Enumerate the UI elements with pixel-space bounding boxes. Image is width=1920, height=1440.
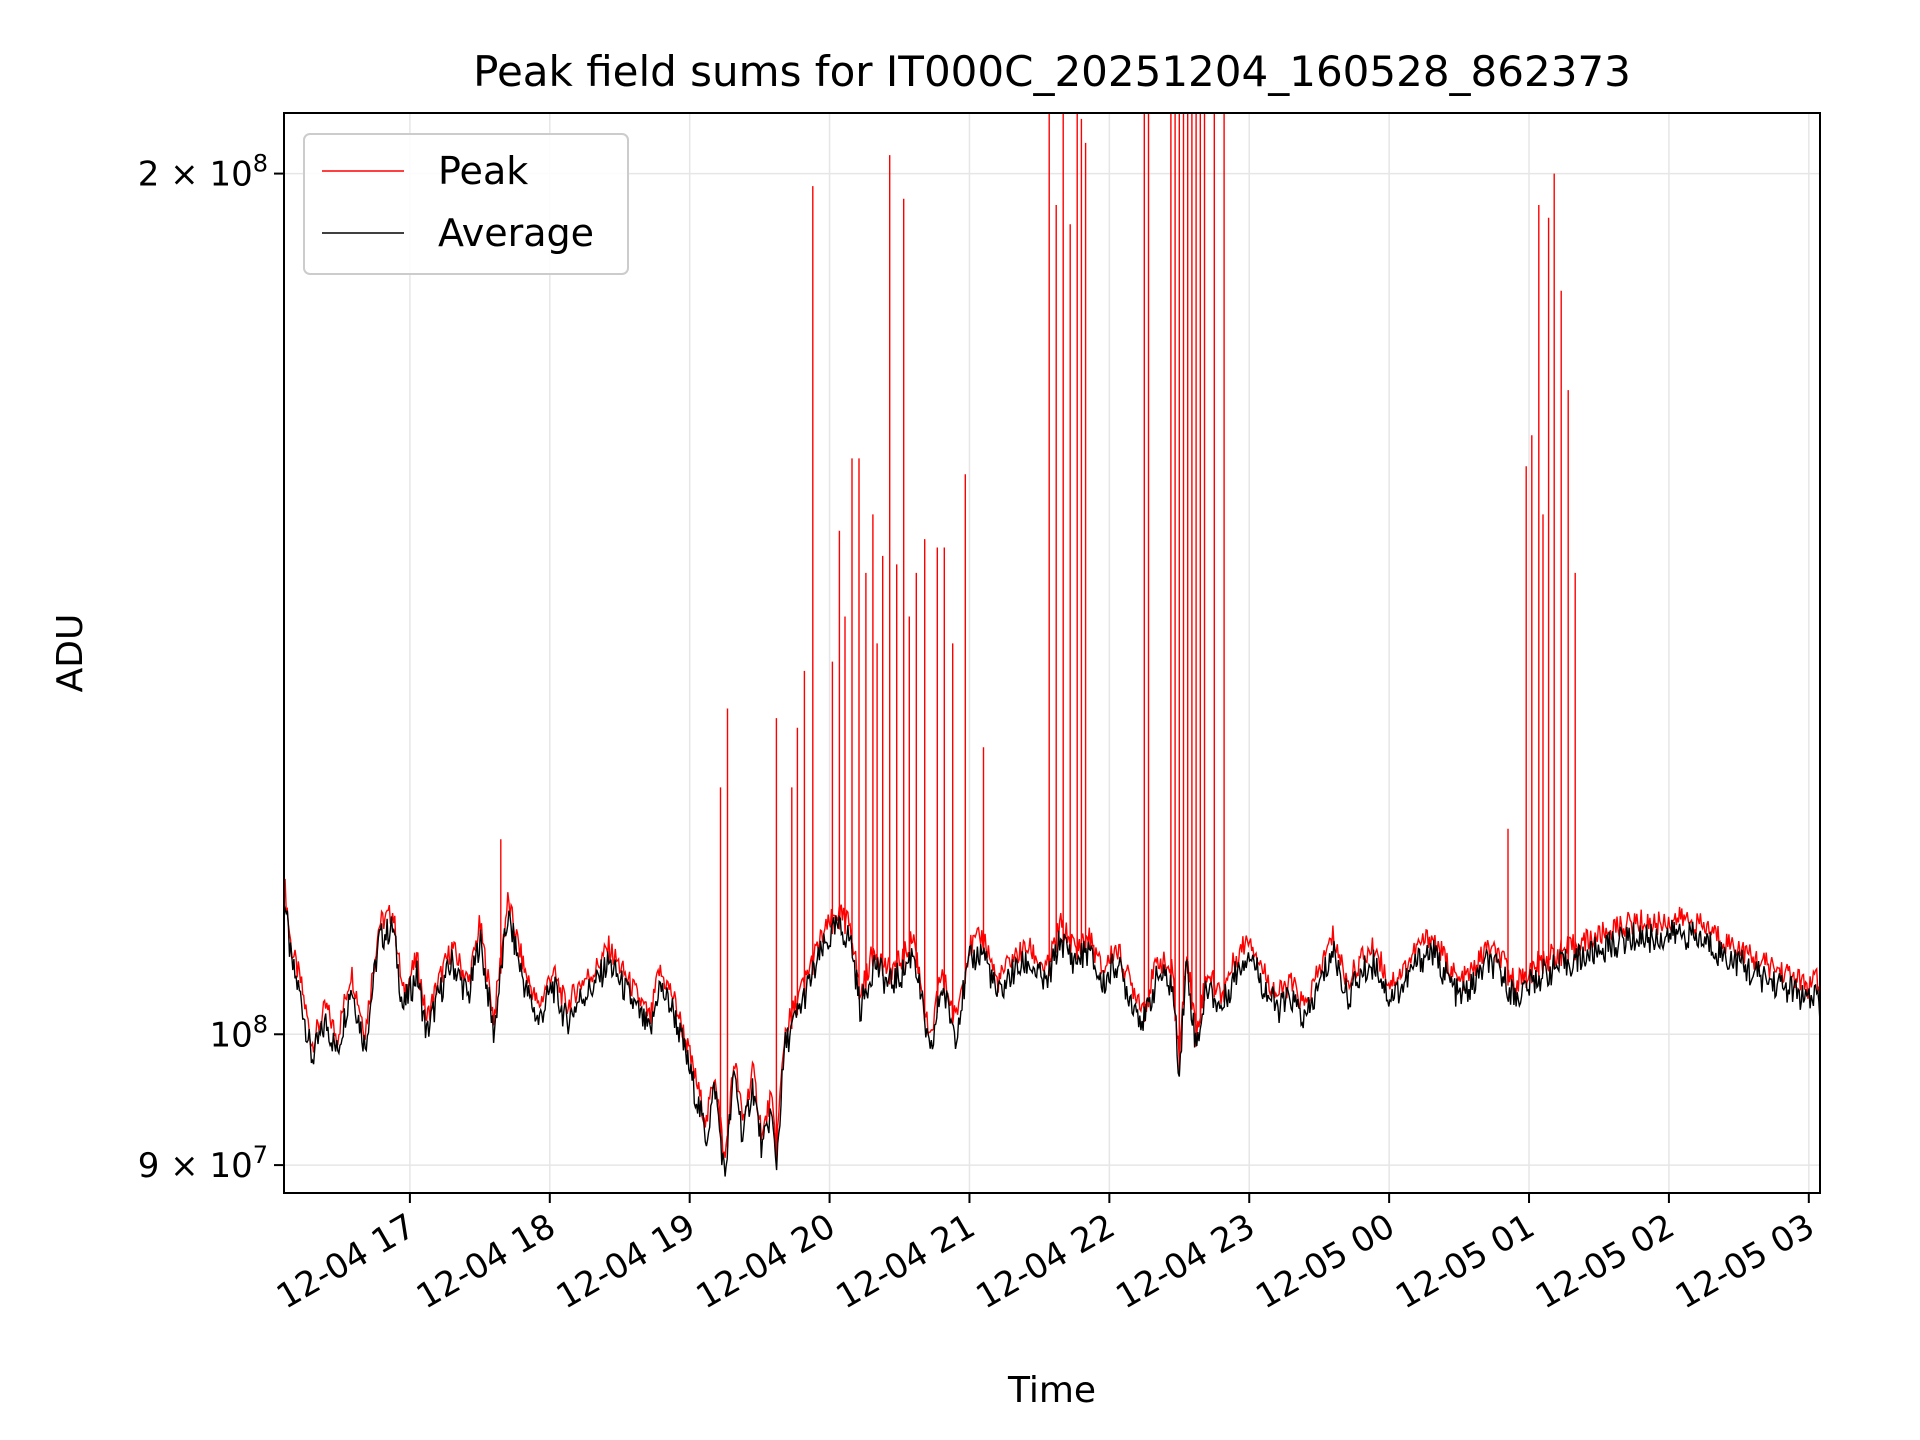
x-tick-label: 12-04 21 (830, 1206, 982, 1317)
x-tick-label: 12-04 17 (270, 1206, 422, 1317)
grid-layer (284, 113, 1820, 1193)
x-tick-label: 12-04 23 (1109, 1206, 1261, 1317)
average-series-line (284, 903, 1820, 1177)
x-tick-label: 12-04 19 (550, 1206, 702, 1317)
x-tick-label: 12-05 01 (1389, 1206, 1541, 1317)
x-tick-label: 12-05 02 (1529, 1206, 1681, 1317)
y-axis-label: ADU (50, 614, 91, 693)
x-tick-label: 12-04 20 (690, 1206, 842, 1317)
x-tick-label: 12-05 03 (1669, 1206, 1821, 1317)
legend-label-average: Average (438, 211, 594, 255)
legend-box (303, 133, 629, 275)
y-tick-label: 2 × 108 (138, 150, 268, 195)
x-tick-label: 12-04 22 (969, 1206, 1121, 1317)
x-tick-label: 12-04 18 (410, 1206, 562, 1317)
data-layer (284, 113, 1820, 1177)
legend: Peak Average (303, 133, 629, 275)
legend-label-peak: Peak (438, 149, 528, 193)
x-axis-label: Time (1007, 1370, 1096, 1411)
axes-frame (283, 112, 1821, 1194)
x-tick-label: 12-05 00 (1249, 1206, 1401, 1317)
y-tick-label: 108 (209, 1010, 268, 1055)
y-tick-label: 9 × 107 (138, 1141, 268, 1186)
chart-title: Peak field sums for IT000C_20251204_1605… (473, 47, 1631, 96)
